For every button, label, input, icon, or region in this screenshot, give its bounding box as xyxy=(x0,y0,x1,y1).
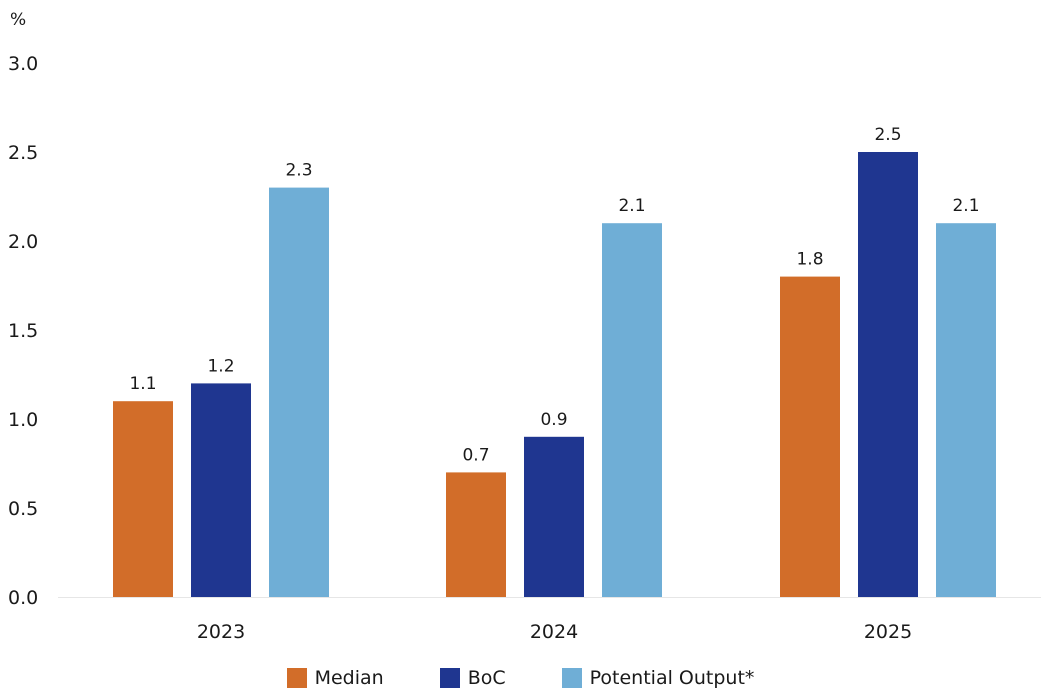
x-axis-ticks: 2023 2024 2025 xyxy=(197,621,912,643)
legend-label-boc: BoC xyxy=(467,667,506,689)
legend-swatch-potential-output xyxy=(561,668,582,688)
bar xyxy=(191,383,251,597)
legend-swatch-boc xyxy=(439,668,460,688)
bar-chart: % 0.0 0.5 1.0 1.5 2.0 2.5 3.0 1.1 1.2 2.3 0.7 0.9 2… xyxy=(8,10,1041,643)
y-axis-ticks: 0.0 0.5 1.0 1.5 2.0 2.5 3.0 xyxy=(8,53,38,609)
data-label: 0.7 xyxy=(462,445,489,465)
bar xyxy=(780,276,840,597)
bars xyxy=(113,152,996,597)
legend-label-potential-output: Potential Output* xyxy=(589,667,755,689)
bar xyxy=(269,187,329,597)
y-tick-label: 2.0 xyxy=(8,231,38,253)
bar xyxy=(524,436,584,597)
legend-swatch-median xyxy=(286,668,307,688)
data-label: 1.2 xyxy=(207,356,234,376)
data-label: 2.1 xyxy=(618,196,645,216)
data-label: 2.3 xyxy=(285,161,312,181)
data-label: 0.9 xyxy=(540,410,567,430)
x-tick-label: 2023 xyxy=(197,621,245,643)
y-tick-label: 1.0 xyxy=(8,409,38,431)
y-tick-label: 0.0 xyxy=(8,587,38,609)
data-label: 1.8 xyxy=(796,250,823,270)
x-tick-label: 2024 xyxy=(530,621,578,643)
y-tick-label: 0.5 xyxy=(8,498,38,520)
y-tick-label: 2.5 xyxy=(8,142,38,164)
bar xyxy=(113,401,173,597)
data-label: 1.1 xyxy=(129,374,156,394)
bar xyxy=(602,223,662,597)
y-tick-label: 1.5 xyxy=(8,320,38,342)
bar xyxy=(936,223,996,597)
legend-item-potential-output: Potential Output* xyxy=(561,667,755,689)
x-tick-label: 2025 xyxy=(864,621,912,643)
y-tick-label: 3.0 xyxy=(8,53,38,75)
legend-item-median: Median xyxy=(286,667,384,689)
legend-label-median: Median xyxy=(314,667,384,689)
bar xyxy=(446,472,506,597)
data-label: 2.1 xyxy=(952,196,979,216)
data-label: 2.5 xyxy=(874,125,901,145)
y-axis-unit-label: % xyxy=(10,10,26,30)
legend-item-boc: BoC xyxy=(439,667,506,689)
data-labels: 1.1 1.2 2.3 0.7 0.9 2.1 1.8 2.5 2.1 xyxy=(129,125,979,465)
legend: Median BoC Potential Output* xyxy=(0,664,1041,692)
bar xyxy=(858,152,918,597)
